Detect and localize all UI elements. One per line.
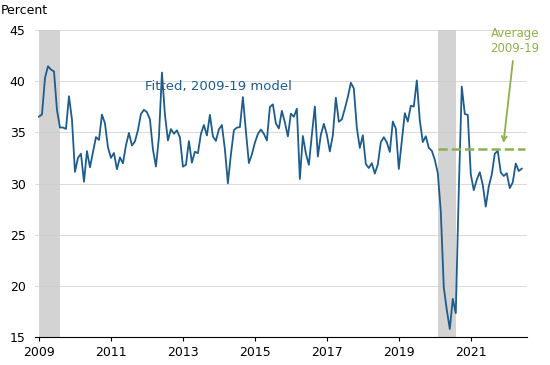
Text: Average
2009-19: Average 2009-19 (491, 27, 540, 141)
Text: Percent: Percent (1, 4, 48, 18)
Bar (438, 30, 456, 337)
Bar (39, 30, 60, 337)
Text: Fitted, 2009-19 model: Fitted, 2009-19 model (145, 80, 293, 93)
